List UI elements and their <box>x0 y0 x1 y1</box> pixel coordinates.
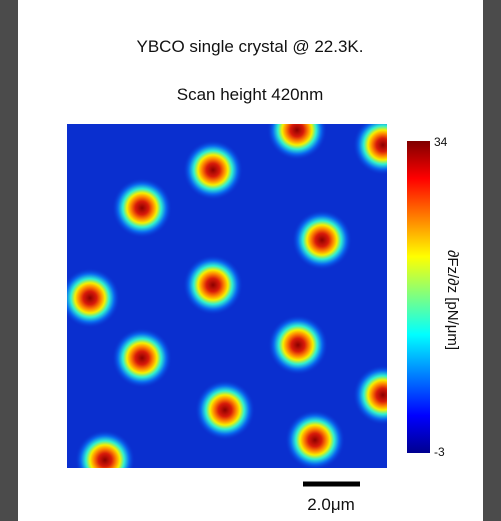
vortex <box>285 410 345 470</box>
colorbar-label: ∂Fz/∂z [pN/μm] <box>444 250 461 350</box>
scale-bar-label: 2.0μm <box>307 495 355 514</box>
vortex <box>268 315 328 375</box>
vortex <box>112 178 172 238</box>
slide: YBCO single crystal @ 22.3K. Scan height… <box>0 0 501 521</box>
colorbar <box>407 141 430 453</box>
heatmap <box>60 100 413 490</box>
vortex <box>183 255 243 315</box>
page: YBCO single crystal @ 22.3K. Scan height… <box>0 0 501 521</box>
vortex <box>292 210 352 270</box>
vortex <box>60 268 120 328</box>
title: YBCO single crystal @ 22.3K. <box>136 37 363 56</box>
vortex <box>183 140 243 200</box>
colorbar-max: 34 <box>434 135 448 149</box>
colorbar-min: -3 <box>434 445 445 459</box>
subtitle: Scan height 420nm <box>177 85 324 104</box>
vortex <box>195 380 255 440</box>
vortex <box>112 328 172 388</box>
